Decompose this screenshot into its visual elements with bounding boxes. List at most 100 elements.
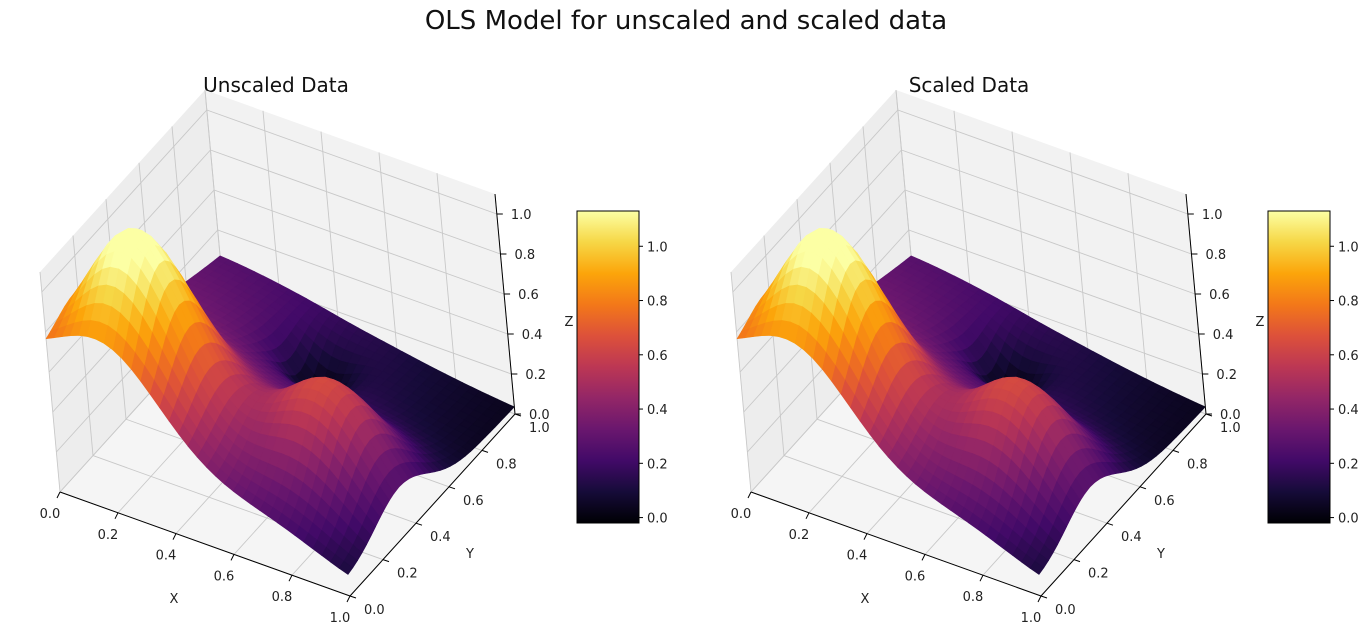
colorbar-tick-label: 0.8 (1338, 295, 1359, 310)
y-tick-label: 1.0 (529, 421, 550, 436)
x-tick-mark (1037, 595, 1042, 603)
y-tick-label: 0.0 (1055, 603, 1076, 618)
back-pane (896, 90, 1206, 414)
y-tick-label: 0.6 (463, 494, 484, 509)
y-tick-mark (382, 559, 390, 563)
figure-title: OLS Model for unscaled and scaled data (424, 6, 948, 36)
colorbar-gradient (576, 210, 640, 524)
x-axis-line (59, 491, 351, 597)
z-axis-line (1185, 193, 1207, 415)
grid-line-x-back (1127, 173, 1149, 394)
colorbar: 0.0 0.2 0.4 0.6 0.8 1.0 (1267, 210, 1359, 527)
z-tick-label: 0.2 (525, 368, 546, 383)
surface-plot-scaled: 0.00.20.40.60.81.00.00.20.40.60.81.00.00… (730, 89, 1359, 626)
grid-line-y-left (730, 271, 752, 493)
colorbar-tick-label: 0.0 (647, 512, 668, 527)
x-tick-mark (979, 574, 984, 582)
x-tick-label: 1.0 (1021, 611, 1042, 626)
z-tick-label: 1.0 (511, 208, 532, 223)
y-tick-label: 0.4 (430, 530, 451, 545)
x-tick-label: 1.0 (330, 611, 351, 626)
z-tick-label: 0.6 (518, 288, 539, 303)
y-tick-label: 0.8 (1187, 457, 1208, 472)
grid-line-x-back (320, 131, 342, 352)
colorbar-gradient (1267, 210, 1331, 524)
z-axis-line (494, 193, 516, 415)
grid-line-z-back (213, 189, 505, 295)
z-tick-label: 0.2 (1216, 368, 1237, 383)
y-axis-label: Y (465, 547, 474, 562)
y-tick-mark (1106, 522, 1114, 526)
z-tick-label: 0.0 (1220, 408, 1241, 423)
y-axis-line (1040, 413, 1207, 597)
y-tick-mark (481, 449, 489, 453)
y-tick-label: 0.6 (1154, 494, 1175, 509)
grid-line-z-back (217, 229, 508, 335)
x-axis-label: X (170, 592, 179, 607)
x-tick-mark (805, 512, 810, 520)
y-tick-mark (349, 595, 357, 599)
panel-title-unscaled: Unscaled Data (203, 73, 349, 97)
x-tick-mark (114, 512, 119, 520)
x-tick-label: 0.6 (905, 569, 926, 584)
x-axis-label: X (861, 592, 870, 607)
grid-line-z-left (41, 109, 208, 293)
grid-line-x-back (436, 173, 458, 394)
colorbar-tick-label: 0.8 (647, 295, 668, 310)
grid-line-x-back (1011, 131, 1033, 352)
z-tick-label: 1.0 (1202, 208, 1223, 223)
colorbar-tick-label: 1.0 (647, 240, 668, 255)
panel-title-scaled: Scaled Data (908, 73, 1030, 97)
x-tick-mark (172, 533, 177, 540)
x-tick-mark (230, 554, 235, 561)
colorbar-tick-label: 0.0 (1338, 512, 1359, 527)
grid-line-z-back (904, 189, 1196, 295)
x-tick-mark (346, 595, 351, 603)
y-tick-mark (1172, 449, 1180, 453)
z-axis-label: Z (1256, 315, 1265, 330)
grid-line-x-back (378, 152, 400, 373)
surface-mesh (736, 228, 1206, 575)
colorbar-tick-label: 0.4 (1338, 403, 1359, 418)
colorbar-tick-label: 0.2 (1338, 457, 1359, 472)
z-tick-label: 0.8 (514, 248, 535, 263)
x-tick-label: 0.6 (214, 569, 235, 584)
x-tick-mark (56, 491, 61, 499)
grid-line-z-back (908, 229, 1199, 335)
x-axis-line (750, 491, 1042, 597)
z-tick-label: 0.4 (522, 328, 543, 343)
grid-line-x-back (1069, 152, 1091, 373)
y-tick-mark (1139, 486, 1147, 490)
surface-mesh (45, 228, 515, 575)
y-tick-mark (415, 522, 423, 526)
y-tick-label: 0.8 (496, 457, 517, 472)
x-tick-label: 0.8 (963, 590, 984, 605)
y-tick-label: 0.2 (397, 567, 418, 582)
y-axis-line (349, 413, 516, 597)
surface-patch (1029, 560, 1045, 575)
surface-plot-unscaled: 0.00.20.40.60.81.00.00.20.40.60.81.00.00… (39, 89, 668, 626)
colorbar: 0.0 0.2 0.4 0.6 0.8 1.0 (576, 210, 668, 527)
y-tick-label: 0.2 (1088, 567, 1109, 582)
grid-line-z-back (206, 109, 497, 215)
z-tick-label: 0.4 (1213, 328, 1234, 343)
x-tick-label: 0.0 (40, 507, 61, 522)
surface-patch (338, 560, 354, 575)
x-tick-mark (288, 574, 293, 582)
x-tick-label: 0.0 (731, 507, 752, 522)
grid-line-z-back (901, 149, 1192, 255)
x-tick-label: 0.8 (272, 590, 293, 605)
z-tick-label: 0.6 (1209, 288, 1230, 303)
y-tick-mark (1073, 559, 1081, 563)
colorbar-tick-label: 0.6 (1338, 349, 1359, 364)
y-tick-label: 1.0 (1220, 421, 1241, 436)
grid-line-y-left (763, 235, 785, 456)
z-tick-label: 0.0 (529, 408, 550, 423)
y-tick-label: 0.0 (364, 603, 385, 618)
axis-lines (59, 193, 516, 597)
z-axis-label: Z (565, 315, 574, 330)
grid-line-z-left (732, 109, 899, 293)
x-tick-mark (747, 491, 752, 499)
tick-labels: 0.00.20.40.60.81.00.00.20.40.60.81.00.00… (40, 208, 550, 626)
